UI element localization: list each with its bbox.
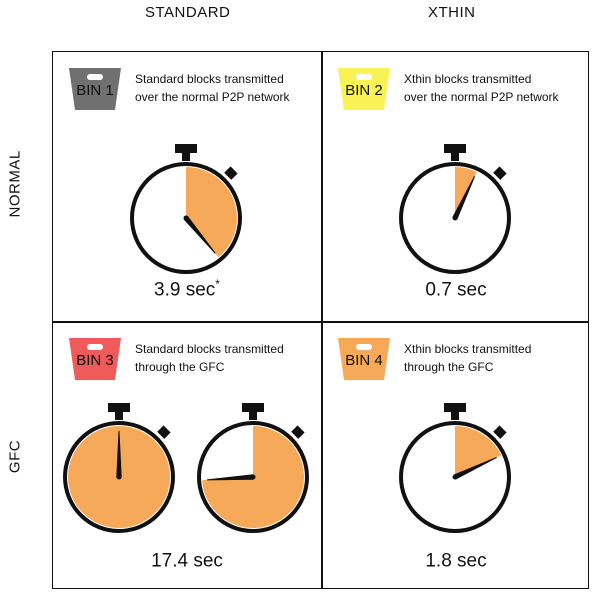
cell-bin-4: BIN 4 Xthin blocks transmitted through t… bbox=[322, 322, 590, 591]
bin-1-description: Standard blocks transmitted over the nor… bbox=[135, 70, 290, 106]
bin-2-badge: BIN 2 bbox=[332, 66, 396, 112]
stopwatch-bin-1 bbox=[130, 144, 242, 274]
stopwatch-bin-3-second bbox=[197, 403, 309, 533]
bin-1-description-line2: over the normal P2P network bbox=[135, 90, 290, 104]
stopwatch-pivot bbox=[452, 474, 458, 480]
row-header-gfc: GFC bbox=[6, 439, 24, 474]
bin-2-description: Xthin blocks transmitted over the normal… bbox=[404, 70, 559, 106]
stopwatch-bin-4 bbox=[399, 403, 511, 533]
bin-3-description-line1: Standard blocks transmitted bbox=[135, 342, 284, 356]
column-header-standard: STANDARD bbox=[145, 4, 231, 21]
stopwatch-side-button bbox=[493, 425, 507, 439]
cell-bin-3: BIN 3 Standard blocks transmitted throug… bbox=[53, 322, 321, 591]
cell-bin-1: BIN 1 Standard blocks transmitted over t… bbox=[53, 52, 321, 321]
grid-divider-vertical bbox=[321, 52, 323, 588]
stopwatch-stem bbox=[115, 411, 123, 420]
stopwatch-pivot bbox=[116, 474, 122, 480]
comparison-grid: BIN 1 Standard blocks transmitted over t… bbox=[52, 51, 589, 589]
stopwatch-button bbox=[242, 403, 264, 412]
stopwatch-stem bbox=[451, 152, 459, 161]
bin-3-description-line2: through the GFC bbox=[135, 360, 225, 374]
bin-2-description-line1: Xthin blocks transmitted bbox=[404, 72, 532, 86]
bin-3-badge: BIN 3 bbox=[63, 336, 127, 382]
bin-3-time: 17.4 sec bbox=[53, 548, 321, 572]
stopwatch-button bbox=[444, 144, 466, 153]
bin-4-description-line1: Xthin blocks transmitted bbox=[404, 342, 532, 356]
stopwatch-button bbox=[175, 144, 197, 153]
bin-2-time-value: 0.7 sec bbox=[425, 279, 487, 301]
bin-3-label: BIN 3 bbox=[76, 352, 114, 369]
bin-4-description-line2: through the GFC bbox=[404, 360, 494, 374]
stopwatch-side-button bbox=[224, 166, 238, 180]
bin-4-label: BIN 4 bbox=[345, 352, 383, 369]
elapsed-wedge bbox=[455, 426, 502, 477]
bin-2-label: BIN 2 bbox=[345, 82, 383, 99]
grid-divider-horizontal bbox=[53, 321, 588, 323]
bin-1-footnote-mark: * bbox=[215, 277, 220, 291]
bin-3-time-value: 17.4 sec bbox=[151, 550, 223, 572]
bin-4-badge: BIN 4 bbox=[332, 336, 396, 382]
stopwatch-side-button bbox=[157, 425, 171, 439]
bin-2-description-line2: over the normal P2P network bbox=[404, 90, 559, 104]
stopwatch-button bbox=[108, 403, 130, 412]
bin-3-description: Standard blocks transmitted through the … bbox=[135, 340, 284, 376]
cell-bin-2: BIN 2 Xthin blocks transmitted over the … bbox=[322, 52, 590, 321]
row-header-normal: NORMAL bbox=[6, 150, 24, 218]
stopwatch-pivot bbox=[183, 215, 189, 221]
bin-4-time: 1.8 sec bbox=[322, 548, 590, 572]
bin-1-description-line1: Standard blocks transmitted bbox=[135, 72, 284, 86]
stopwatch-pivot bbox=[250, 474, 256, 480]
bin-2-time: 0.7 sec bbox=[322, 277, 590, 301]
bin-4-description: Xthin blocks transmitted through the GFC bbox=[404, 340, 531, 376]
bin-1-label: BIN 1 bbox=[76, 82, 114, 99]
stopwatch-stem bbox=[451, 411, 459, 420]
bin-1-time: 3.9 sec* bbox=[53, 277, 321, 301]
stopwatch-side-button bbox=[291, 425, 305, 439]
stopwatch-bin-3-first bbox=[63, 403, 175, 533]
bin-1-time-value: 3.9 sec bbox=[154, 279, 216, 301]
elapsed-wedge bbox=[186, 167, 238, 258]
bin-1-badge: BIN 1 bbox=[63, 66, 127, 112]
column-header-xthin: XTHIN bbox=[428, 4, 476, 21]
stopwatch-stem bbox=[249, 411, 257, 420]
stopwatch-pivot bbox=[452, 215, 458, 221]
bin-4-time-value: 1.8 sec bbox=[425, 550, 487, 572]
stopwatch-stem bbox=[182, 152, 190, 161]
stopwatch-button bbox=[444, 403, 466, 412]
stopwatch-bin-2 bbox=[399, 144, 511, 274]
stopwatch-side-button bbox=[493, 166, 507, 180]
